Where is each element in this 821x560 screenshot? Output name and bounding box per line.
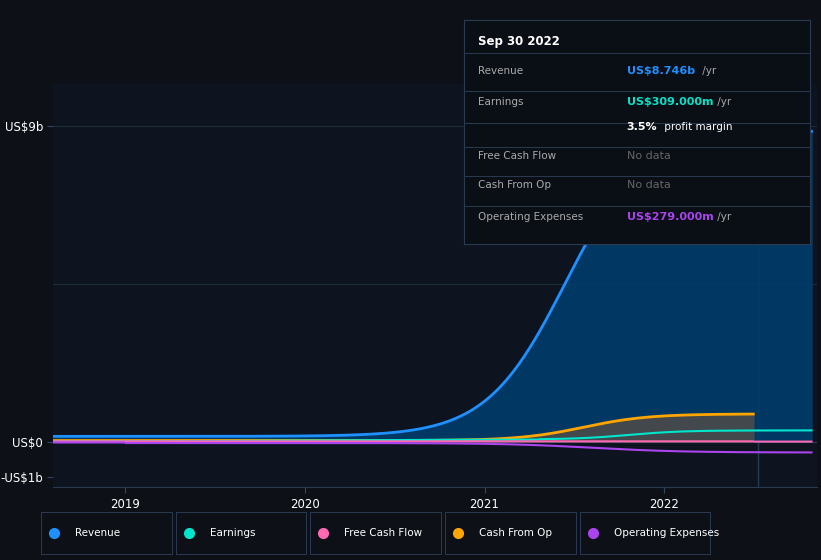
Text: Free Cash Flow: Free Cash Flow	[344, 529, 422, 538]
Text: profit margin: profit margin	[661, 122, 732, 132]
Text: /yr: /yr	[714, 212, 732, 222]
Text: No data: No data	[626, 180, 671, 190]
Text: Free Cash Flow: Free Cash Flow	[478, 151, 556, 161]
Text: Operating Expenses: Operating Expenses	[478, 212, 583, 222]
Text: Revenue: Revenue	[75, 529, 120, 538]
Text: No data: No data	[626, 151, 671, 161]
Text: US$279.000m: US$279.000m	[626, 212, 713, 222]
Text: Cash From Op: Cash From Op	[478, 180, 551, 190]
Text: Operating Expenses: Operating Expenses	[613, 529, 719, 538]
Text: Cash From Op: Cash From Op	[479, 529, 552, 538]
Text: Earnings: Earnings	[478, 97, 523, 108]
Text: /yr: /yr	[699, 66, 716, 76]
Text: Sep 30 2022: Sep 30 2022	[478, 35, 560, 48]
Text: US$309.000m: US$309.000m	[626, 97, 713, 108]
Text: Revenue: Revenue	[478, 66, 523, 76]
Text: Earnings: Earnings	[209, 529, 255, 538]
Text: US$8.746b: US$8.746b	[626, 66, 695, 76]
Text: /yr: /yr	[714, 97, 732, 108]
Text: 3.5%: 3.5%	[626, 122, 658, 132]
